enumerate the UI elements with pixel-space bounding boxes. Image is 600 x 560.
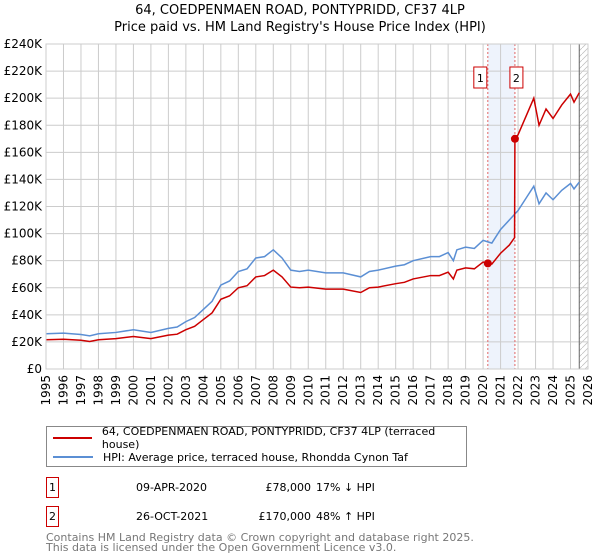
legend-swatch-blue [53, 456, 93, 458]
sale-price: £78,000 [265, 481, 312, 494]
y-tick-label: £20K [11, 335, 43, 349]
sale-price: £170,000 [258, 510, 312, 523]
x-tick-label: 2018 [441, 375, 455, 406]
y-tick-label: £60K [11, 281, 43, 295]
x-tick-label: 2014 [371, 375, 385, 406]
transaction-row: 1 09-APR-2020 £78,000 17% ↓ HPI [46, 477, 446, 499]
sale-hpi-diff: 48% ↑ HPI [316, 510, 375, 523]
x-tick-label: 2010 [301, 375, 315, 406]
x-tick-label: 2002 [161, 375, 175, 406]
x-tick-label: 2006 [231, 375, 245, 406]
sale-label-box [509, 66, 524, 89]
x-tick-label: 2020 [476, 375, 490, 406]
legend-item-hpi: HPI: Average price, terraced house, Rhon… [53, 448, 408, 466]
chart-title: 64, COEDPENMAEN ROAD, PONTYPRIDD, CF37 4… [135, 3, 465, 18]
legend-label: HPI: Average price, terraced house, Rhon… [103, 450, 408, 464]
sale-label-box [473, 66, 488, 89]
sale-point [483, 259, 492, 268]
plot-border [45, 43, 589, 370]
x-tick-label: 2004 [196, 375, 210, 406]
y-tick-label: £180K [4, 118, 44, 132]
footer-licence: This data is licensed under the Open Gov… [46, 541, 397, 554]
x-tick-label: 2011 [319, 375, 333, 406]
sale-point [510, 134, 519, 143]
y-tick-label: £220K [4, 64, 44, 78]
x-tick-label: 1995 [39, 375, 53, 406]
x-tick-label: 2009 [284, 375, 298, 406]
x-tick-label: 2003 [179, 375, 193, 406]
sale-marker-badge: 2 [46, 506, 59, 527]
y-tick-label: £240K [4, 37, 44, 51]
hpi-line [45, 181, 580, 337]
footer-copyright: Contains HM Land Registry data © Crown c… [46, 531, 474, 544]
y-tick-label: £120K [4, 200, 44, 214]
x-tick-label: 2023 [529, 375, 543, 406]
transaction-row: 2 26-OCT-2021 £170,000 48% ↑ HPI [46, 506, 446, 528]
x-tick-label: 1997 [74, 375, 88, 406]
y-tick-label: £80K [11, 254, 43, 268]
sale-marker-badge: 1 [46, 477, 59, 498]
x-tick-label: 2026 [581, 375, 595, 406]
x-tick-label: 1998 [91, 375, 105, 406]
x-tick-label: 1996 [56, 375, 70, 406]
x-tick-label: 2017 [424, 375, 438, 406]
chart-plot: 1995 1996 1997 1998 1999 2000 2001 2002 2003 2004… [4, 37, 595, 406]
sale-label: 1 [477, 72, 484, 85]
legend-label: 64, COEDPENMAEN ROAD, PONTYPRIDD, CF37 4… [101, 425, 436, 451]
legend: 64, COEDPENMAEN ROAD, PONTYPRIDD, CF37 4… [46, 425, 467, 467]
x-tick-label: 2000 [126, 375, 140, 406]
sale-label: 2 [513, 72, 520, 85]
y-tick-label: £0 [27, 362, 42, 376]
sale-date: 26-OCT-2021 [136, 510, 209, 523]
x-tick-label: 2025 [564, 375, 578, 406]
y-tick-label: £140K [4, 172, 44, 186]
x-tick-label: 2013 [354, 375, 368, 406]
y-tick-label: £100K [4, 227, 44, 241]
y-tick-label: £40K [11, 308, 43, 322]
sale-hpi-diff: 17% ↓ HPI [316, 481, 375, 494]
sale-date: 09-APR-2020 [136, 481, 208, 494]
x-tick-label: 2019 [459, 375, 473, 406]
legend-item-property: 64, COEDPENMAEN ROAD, PONTYPRIDD, CF37 4… [53, 425, 466, 451]
x-tick-label: 2008 [266, 375, 280, 406]
x-tick-label: 2012 [336, 375, 350, 406]
y-tick-label: £160K [4, 145, 44, 159]
x-tick-label: 2001 [144, 375, 158, 406]
x-tick-label: 2022 [511, 375, 525, 406]
x-tick-label: 2024 [546, 375, 560, 406]
x-tick-label: 2007 [249, 375, 263, 406]
x-tick-label: 2005 [214, 375, 228, 406]
chart-subtitle: Price paid vs. HM Land Registry's House … [114, 20, 486, 35]
x-tick-label: 2021 [494, 375, 508, 406]
x-tick-label: 2016 [406, 375, 420, 406]
x-tick-label: 2015 [389, 375, 403, 406]
legend-swatch-red [53, 437, 92, 439]
x-tick-label: 1999 [109, 375, 123, 406]
y-tick-label: £200K [4, 91, 44, 105]
